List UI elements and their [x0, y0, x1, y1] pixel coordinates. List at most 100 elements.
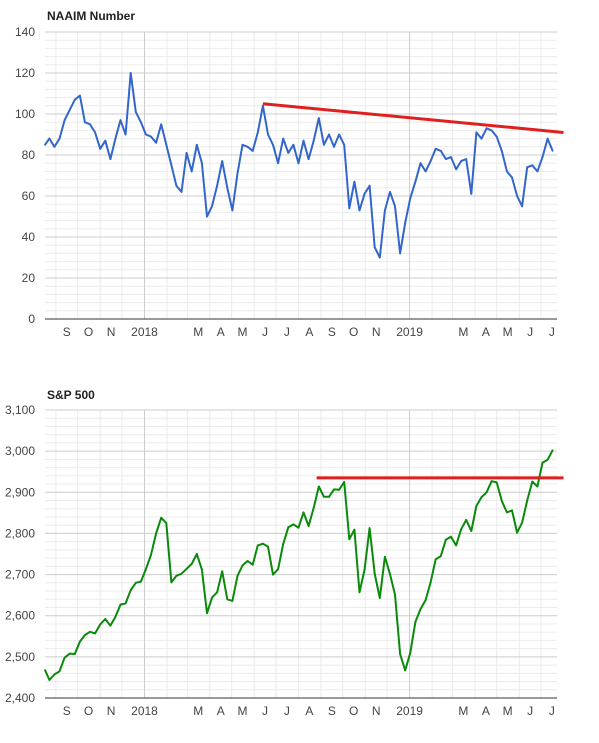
- sp500-y-tick-label: 3,100: [5, 403, 35, 417]
- sp500-data-point: [363, 569, 366, 571]
- sp500-data-point: [53, 673, 56, 676]
- naaim-data-point: [246, 145, 249, 148]
- sp500-data-point: [419, 608, 422, 610]
- naaim-chart-panel: NAAIM Number 0 20 40 60 80 100 120 140 S O N 2018 M A…: [0, 0, 599, 345]
- sp500-data-point: [48, 679, 51, 681]
- naaim-data-point: [251, 150, 254, 152]
- naaim-data-point: [48, 137, 51, 140]
- naaim-data-point: [134, 111, 137, 113]
- sp500-data-point: [358, 591, 361, 594]
- sp500-data-point: [307, 525, 310, 527]
- naaim-data-point: [450, 156, 452, 159]
- naaim-data-point: [109, 158, 112, 161]
- sp500-data-point: [302, 511, 305, 514]
- naaim-data-point: [389, 191, 391, 193]
- naaim-data-point: [531, 164, 534, 167]
- naaim-data-point: [485, 127, 488, 130]
- naaim-data-point: [277, 162, 279, 165]
- sp500-data-point: [450, 535, 452, 538]
- naaim-y-tick-label: 40: [22, 230, 36, 244]
- sp500-data-point: [185, 567, 188, 570]
- sp500-data-point: [89, 630, 91, 633]
- naaim-data-point: [384, 209, 386, 212]
- naaim-data-point: [206, 215, 208, 218]
- naaim-data-point: [68, 109, 71, 111]
- naaim-data-point: [429, 160, 432, 163]
- naaim-data-point: [546, 137, 549, 140]
- sp500-data-point: [389, 573, 391, 576]
- sp500-data-point: [546, 458, 549, 461]
- naaim-data-point: [180, 191, 183, 193]
- sp500-x-tick-label: N: [372, 704, 381, 718]
- naaim-data-point: [434, 147, 437, 150]
- naaim-data-point: [140, 121, 142, 124]
- naaim-data-point: [526, 166, 529, 169]
- naaim-data-point: [480, 137, 483, 140]
- sp500-data-point: [272, 573, 274, 576]
- sp500-y-tick-label: 2,500: [5, 650, 35, 664]
- sp500-x-tick-label: J: [284, 704, 290, 718]
- sp500-x-tick-label: O: [84, 704, 93, 718]
- naaim-data-point: [216, 184, 219, 187]
- naaim-data-point: [129, 72, 132, 74]
- naaim-data-point: [262, 104, 264, 107]
- sp500-data-point: [541, 461, 544, 464]
- sp500-data-point: [297, 526, 300, 529]
- sp500-data-point: [343, 481, 346, 483]
- sp500-data-point: [485, 491, 488, 494]
- naaim-data-point: [89, 123, 91, 126]
- naaim-data-point: [267, 133, 269, 136]
- sp500-data-point: [551, 449, 554, 452]
- sp500-data-point: [536, 485, 539, 488]
- sp500-data-point: [480, 496, 483, 499]
- sp500-data-point: [323, 495, 325, 498]
- sp500-data-point: [175, 574, 178, 577]
- sp500-y-tick-label: 2,700: [5, 568, 35, 582]
- naaim-data-point: [165, 143, 168, 146]
- naaim-data-point: [241, 143, 244, 146]
- sp500-data-point: [114, 616, 117, 618]
- sp500-chart-title: S&P 500: [47, 388, 95, 402]
- naaim-data-point: [73, 98, 76, 101]
- naaim-data-point: [455, 168, 457, 171]
- sp500-data-point: [58, 670, 61, 673]
- naaim-data-point: [302, 139, 305, 142]
- naaim-x-tick-label: 2019: [396, 325, 423, 339]
- sp500-data-point: [495, 481, 498, 484]
- sp500-data-point: [63, 656, 66, 659]
- sp500-x-tick-label: J: [262, 704, 268, 718]
- naaim-data-point: [363, 193, 366, 195]
- sp500-data-point: [317, 485, 320, 488]
- sp500-data-point: [236, 574, 239, 577]
- naaim-data-point: [536, 170, 539, 173]
- naaim-data-point: [195, 143, 198, 146]
- naaim-y-tick-label: 120: [15, 66, 35, 80]
- naaim-data-point: [343, 143, 346, 146]
- sp500-data-point: [226, 598, 229, 601]
- sp500-data-point: [277, 568, 279, 571]
- naaim-data-point: [439, 150, 442, 152]
- naaim-y-tick-label: 140: [15, 25, 35, 39]
- naaim-x-tick-label: A: [217, 325, 225, 339]
- naaim-data-point: [124, 133, 127, 136]
- sp500-data-point: [165, 522, 168, 524]
- sp500-data-point: [373, 572, 376, 575]
- sp500-data-point: [348, 538, 351, 541]
- sp500-data-point: [328, 495, 330, 498]
- sp500-data-point: [251, 563, 254, 566]
- sp500-data-point: [44, 669, 46, 671]
- naaim-data-point: [404, 221, 407, 224]
- naaim-x-tick-label: O: [349, 325, 358, 339]
- naaim-data-point: [272, 143, 274, 146]
- sp500-data-point: [445, 538, 447, 541]
- naaim-x-tick-label: M: [238, 325, 248, 339]
- naaim-data-point: [506, 170, 508, 173]
- sp500-data-point: [338, 488, 340, 491]
- sp500-data-point: [145, 568, 147, 571]
- sp500-data-point: [79, 640, 81, 643]
- sp500-data-point: [104, 618, 107, 620]
- naaim-data-point: [150, 135, 152, 138]
- naaim-y-tick-label: 80: [22, 148, 36, 162]
- sp500-chart-panel: S&P 500 2,400 2,500 2,600 2,700 2,800 2,900 3,…: [0, 375, 599, 743]
- sp500-data-point: [465, 519, 468, 521]
